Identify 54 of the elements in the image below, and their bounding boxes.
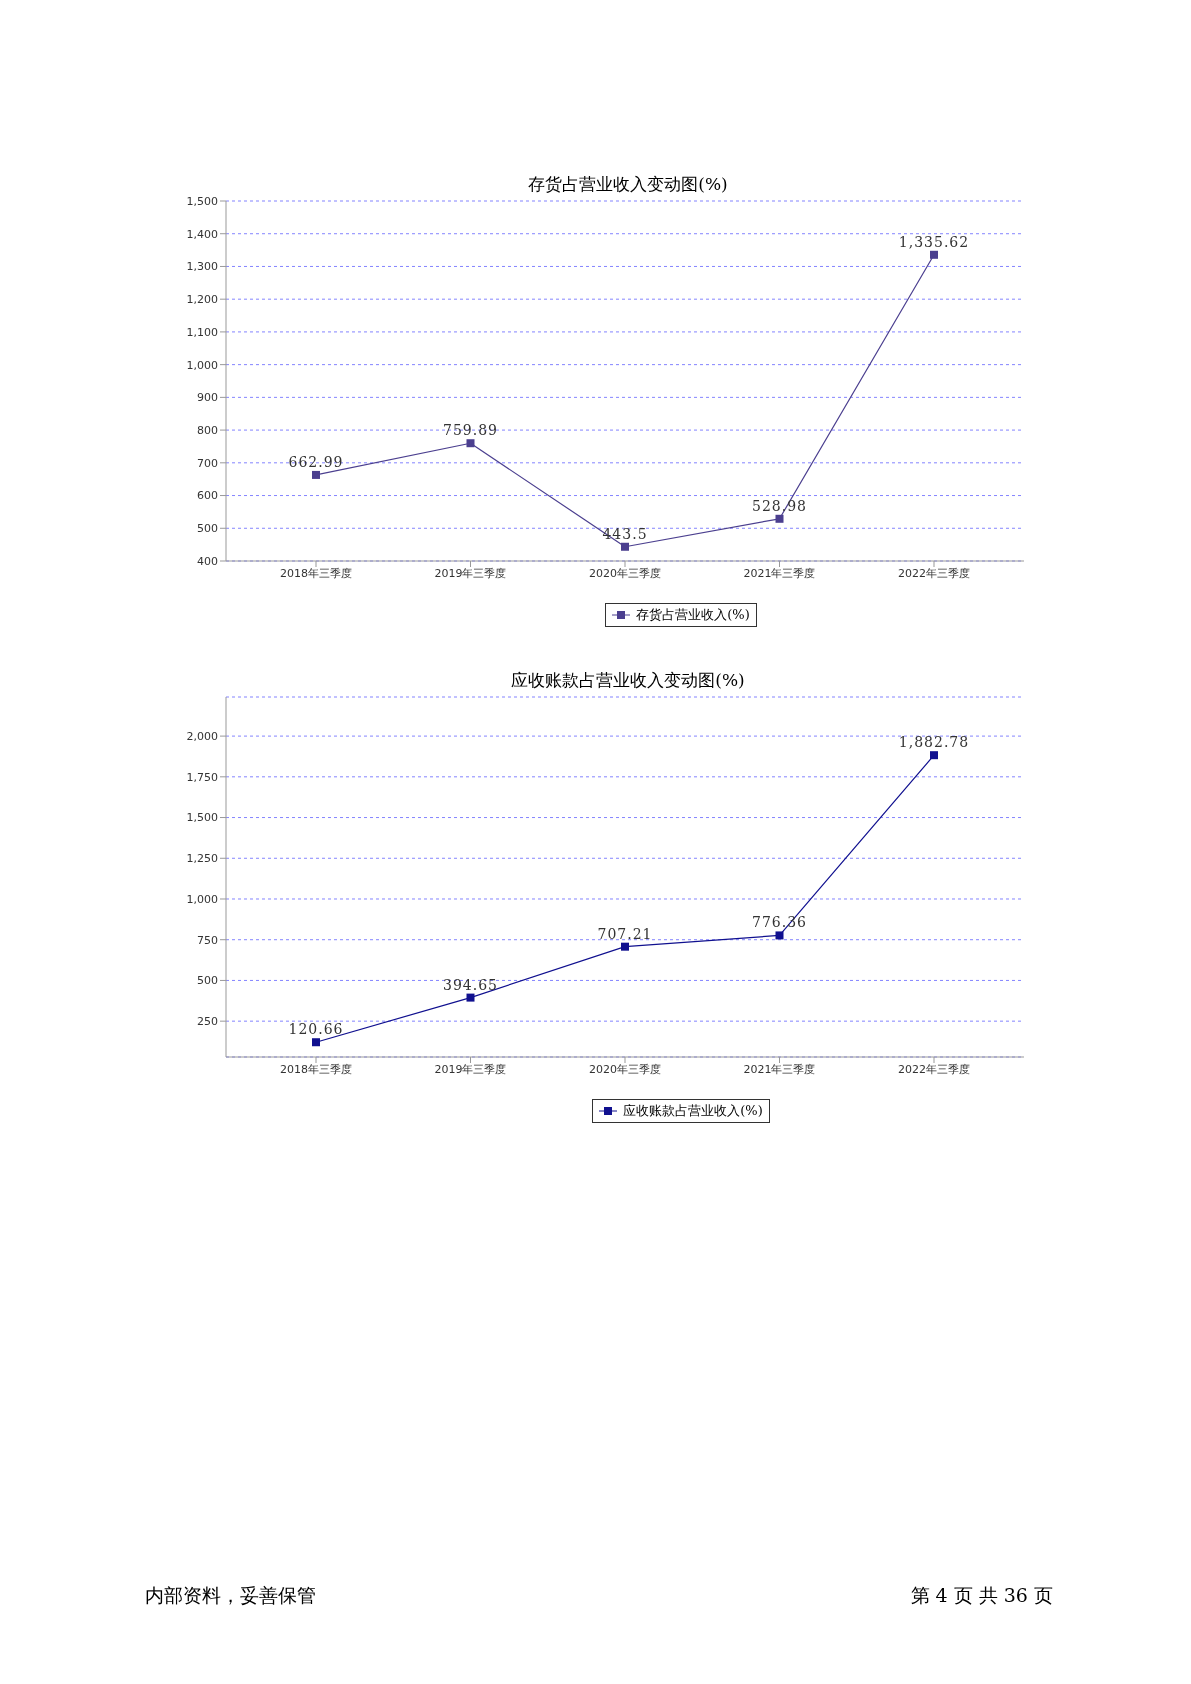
data-label: 120.66 bbox=[288, 1021, 344, 1038]
x-tick-label: 2020年三季度 bbox=[589, 566, 661, 580]
x-tick-label: 2021年三季度 bbox=[743, 1062, 816, 1076]
x-tick-label: 2018年三季度 bbox=[280, 1062, 352, 1076]
data-label: 394.65 bbox=[443, 976, 498, 993]
y-tick-label: 700 bbox=[197, 456, 218, 470]
y-tick-label: 750 bbox=[197, 933, 218, 947]
point bbox=[466, 993, 475, 1002]
y-tick-label: 1,000 bbox=[186, 892, 218, 906]
x-tick-label: 2021年三季度 bbox=[743, 566, 816, 580]
y-tick-label: 800 bbox=[197, 424, 218, 437]
y-tick-label: 600 bbox=[197, 489, 218, 503]
x-tick-label: 2020年三季度 bbox=[589, 1062, 661, 1076]
data-label: 759.89 bbox=[443, 422, 498, 439]
legend-label: 应收账款占营业收入(%) bbox=[623, 1102, 763, 1120]
x-tick-label: 2022年三季度 bbox=[898, 566, 970, 580]
point bbox=[775, 514, 784, 523]
x-tick-label: 2019年三季度 bbox=[434, 566, 507, 580]
chart-title: 应收账款占营业收入变动图(%) bbox=[510, 669, 746, 692]
y-tick-label: 500 bbox=[197, 522, 218, 536]
data-label: 1,335.62 bbox=[898, 233, 970, 250]
y-tick-label: 500 bbox=[197, 974, 218, 988]
y-tick-label: 1,400 bbox=[186, 227, 218, 241]
x-tick-label: 2019年三季度 bbox=[434, 1062, 507, 1076]
y-tick-label: 2,000 bbox=[186, 730, 218, 743]
point bbox=[621, 942, 629, 951]
data-label: 1,882.78 bbox=[898, 734, 970, 751]
y-tick-label: 1,250 bbox=[186, 852, 218, 866]
y-tick-label: 1,000 bbox=[186, 358, 218, 372]
point bbox=[930, 250, 938, 259]
text: 第 4 页 共 36 页 bbox=[910, 1583, 1053, 1608]
y-tick-label: 400 bbox=[197, 554, 218, 568]
x-tick-label: 2018年三季度 bbox=[280, 566, 352, 580]
y-tick-label: 1,500 bbox=[186, 811, 218, 825]
y-tick-label: 1,200 bbox=[186, 293, 218, 307]
point bbox=[621, 542, 629, 551]
legend-label: 存货占营业收入(%) bbox=[636, 606, 750, 624]
y-tick-label: 1,300 bbox=[186, 260, 218, 274]
text: 内部资料，妥善保管 bbox=[145, 1583, 316, 1608]
point bbox=[466, 439, 475, 448]
data-label: 707.21 bbox=[597, 925, 653, 942]
x-tick-label: 2022年三季度 bbox=[898, 1062, 970, 1076]
point bbox=[312, 1038, 320, 1047]
y-tick-label: 1,100 bbox=[186, 325, 218, 339]
point bbox=[930, 751, 938, 760]
chart-title: 存货占营业收入变动图(%) bbox=[528, 174, 728, 194]
point bbox=[312, 470, 320, 479]
y-tick-label: 1,500 bbox=[186, 194, 218, 208]
y-tick-label: 250 bbox=[197, 1015, 218, 1029]
y-tick-label: 900 bbox=[197, 391, 218, 405]
data-label: 662.99 bbox=[288, 453, 344, 470]
data-label: 443.5 bbox=[602, 525, 648, 542]
y-tick-label: 1,750 bbox=[186, 770, 218, 784]
point bbox=[775, 931, 784, 940]
